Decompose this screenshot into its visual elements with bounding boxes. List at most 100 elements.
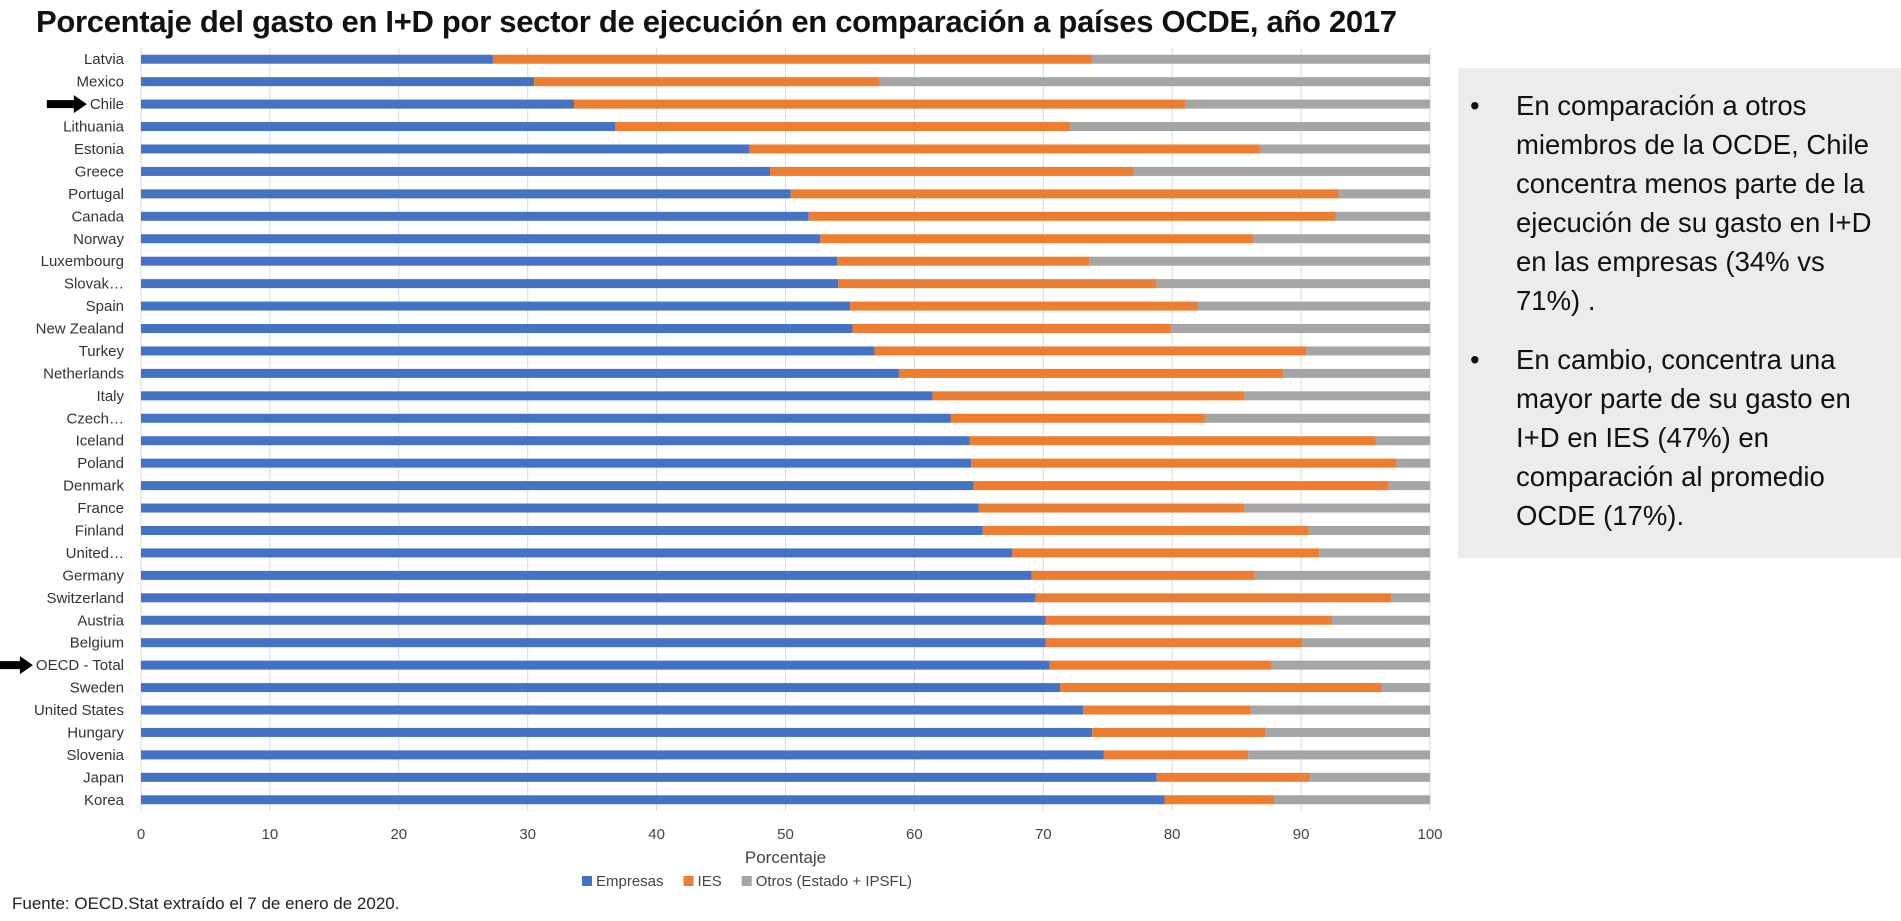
bar-segment bbox=[141, 346, 875, 356]
bar-segment bbox=[141, 548, 1013, 558]
legend: Empresas IES Otros (Estado + IPSFL) bbox=[582, 873, 912, 890]
source-note: Fuente: OECD.Stat extraído el 7 de enero… bbox=[12, 894, 400, 913]
x-tick-label: 90 bbox=[1293, 826, 1310, 843]
bar-segment bbox=[1388, 481, 1430, 491]
bar-segment bbox=[1083, 705, 1251, 715]
bar-segment bbox=[141, 615, 1046, 625]
bar-segment bbox=[141, 458, 972, 468]
bar-segment bbox=[790, 189, 1339, 199]
category-label: Czech… bbox=[66, 410, 124, 427]
bar-segment bbox=[1031, 570, 1255, 580]
bar-segment bbox=[141, 570, 1032, 580]
legend-item: IES bbox=[683, 873, 722, 890]
bar-segment bbox=[141, 301, 850, 311]
category-label: New Zealand bbox=[36, 321, 124, 338]
bar-segment bbox=[1060, 683, 1383, 693]
category-label: Italy bbox=[96, 388, 124, 405]
bar-segment bbox=[1335, 211, 1430, 221]
bar-segment bbox=[1308, 525, 1430, 535]
bar-segment bbox=[808, 211, 1336, 221]
bar-segment bbox=[1205, 413, 1430, 423]
category-label: Latvia bbox=[84, 51, 125, 68]
bar-segment bbox=[141, 503, 979, 513]
category-label: Austria bbox=[77, 612, 124, 629]
category-label: Germany bbox=[62, 567, 124, 584]
legend-label: Otros (Estado + IPSFL) bbox=[756, 873, 912, 890]
category-label: Chile bbox=[90, 96, 124, 113]
bar-segment bbox=[1259, 144, 1430, 154]
commentary-bullet: • En comparación a otros miembros de la … bbox=[1458, 86, 1885, 320]
category-label: Finland bbox=[75, 522, 124, 539]
bullet-icon: • bbox=[1470, 90, 1480, 121]
x-tick-label: 60 bbox=[906, 826, 923, 843]
bar-segment bbox=[1164, 795, 1275, 805]
bar-segment bbox=[973, 481, 1389, 491]
bar-segment bbox=[141, 166, 771, 176]
bar-segment bbox=[874, 346, 1307, 356]
bar-segment bbox=[932, 391, 1245, 401]
bar-segment bbox=[1092, 54, 1430, 64]
bar-segment bbox=[837, 256, 1090, 266]
bar-segment bbox=[1045, 638, 1303, 648]
bar-segment bbox=[1382, 683, 1430, 693]
arrow-icon bbox=[0, 656, 33, 675]
category-label: Turkey bbox=[79, 343, 125, 360]
commentary-bullet: • En cambio, concentra una mayor parte d… bbox=[1458, 340, 1885, 535]
bar-segment bbox=[950, 413, 1206, 423]
category-label: Korea bbox=[84, 792, 125, 809]
bar-segment bbox=[141, 413, 951, 423]
stacked-bar-chart: Latvia Mexico Chile Lithuania Estonia Greece P… bbox=[0, 48, 1443, 890]
bar-segment bbox=[1092, 727, 1266, 737]
bar-segment bbox=[1035, 593, 1392, 603]
bar-segment bbox=[1391, 593, 1430, 603]
bar-segment bbox=[978, 503, 1245, 513]
bar-segment bbox=[1254, 570, 1430, 580]
arrow-head bbox=[19, 656, 33, 675]
x-tick-label: 0 bbox=[137, 826, 145, 843]
bar-segment bbox=[141, 638, 1046, 648]
bar-segment bbox=[1045, 615, 1333, 625]
bar-segment bbox=[1396, 458, 1430, 468]
category-label: Belgium bbox=[70, 635, 124, 652]
x-tick-label: 80 bbox=[1164, 826, 1181, 843]
bar-segment bbox=[1089, 256, 1430, 266]
bar-segment bbox=[141, 211, 809, 221]
x-tick-label: 10 bbox=[262, 826, 279, 843]
bar-segment bbox=[1250, 705, 1430, 715]
legend-item: Empresas bbox=[582, 873, 664, 890]
commentary-text: En comparación a otros miembros de la OC… bbox=[1516, 90, 1872, 316]
bar-segment bbox=[971, 458, 1397, 468]
x-tick-label: 30 bbox=[519, 826, 536, 843]
bar-segment bbox=[615, 122, 1071, 132]
highlight-arrows bbox=[0, 95, 87, 675]
bullet-icon: • bbox=[1470, 344, 1480, 375]
bar-segment bbox=[1248, 750, 1430, 760]
bar-segment bbox=[141, 391, 933, 401]
x-tick-label: 100 bbox=[1417, 826, 1442, 843]
category-label: Japan bbox=[83, 769, 124, 786]
category-label: Denmark bbox=[63, 478, 124, 495]
commentary-panel: • En comparación a otros miembros de la … bbox=[1458, 68, 1901, 558]
bar-segment bbox=[982, 525, 1309, 535]
bar-segment bbox=[141, 99, 575, 109]
bar-segment bbox=[1133, 166, 1430, 176]
bars bbox=[141, 54, 1430, 805]
bar-segment bbox=[141, 772, 1157, 782]
category-label: Canada bbox=[71, 208, 124, 225]
category-labels: Latvia Mexico Chile Lithuania Estonia Greece P… bbox=[34, 51, 125, 809]
legend-swatch bbox=[741, 876, 752, 886]
category-label: Slovak… bbox=[64, 276, 124, 293]
bar-segment bbox=[1310, 772, 1430, 782]
arrow-head bbox=[73, 95, 87, 114]
bar-segment bbox=[1253, 234, 1430, 244]
bar-segment bbox=[534, 77, 880, 87]
arrow-shaft bbox=[0, 661, 21, 670]
bar-segment bbox=[1244, 503, 1430, 513]
bar-segment bbox=[1338, 189, 1430, 199]
bar-segment bbox=[838, 279, 1157, 289]
bar-segment bbox=[1244, 391, 1430, 401]
category-label: United States bbox=[34, 702, 124, 719]
category-label: Slovenia bbox=[66, 747, 124, 764]
bar-segment bbox=[1283, 368, 1430, 378]
bar-segment bbox=[1049, 660, 1272, 670]
